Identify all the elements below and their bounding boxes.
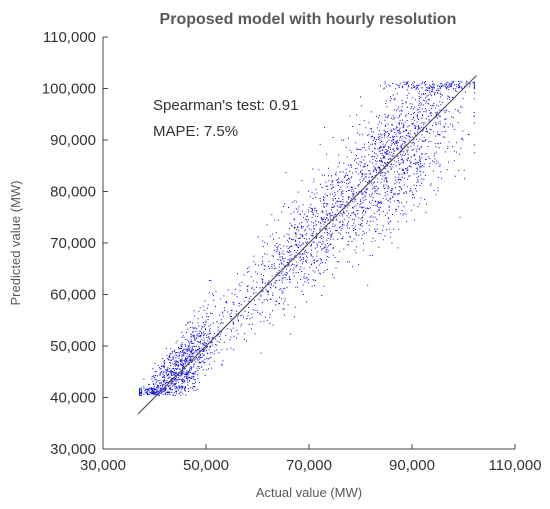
y-tick-label: 50,000 bbox=[50, 338, 96, 355]
x-axis-ticks: 30,000 50,000 70,000 90,000 110,000 bbox=[80, 444, 542, 474]
y-tick-label: 70,000 bbox=[50, 235, 96, 252]
x-tick-label: 30,000 bbox=[80, 457, 126, 474]
scatter-point-cloud bbox=[139, 80, 475, 396]
y-tick-label: 100,000 bbox=[42, 81, 96, 98]
x-tick-label: 90,000 bbox=[389, 457, 435, 474]
x-tick-label: 70,000 bbox=[286, 457, 332, 474]
y-axis-ticks: 30,000 40,000 50,000 60,000 70,000 80,000 90,0… bbox=[42, 29, 108, 458]
annotation-mape: MAPE: 7.5% bbox=[153, 123, 238, 140]
y-tick-label: 90,000 bbox=[50, 132, 96, 149]
y-tick-label: 30,000 bbox=[50, 441, 96, 458]
scatter-points bbox=[139, 80, 475, 396]
x-tick-label: 50,000 bbox=[183, 457, 229, 474]
y-tick-label: 80,000 bbox=[50, 184, 96, 201]
y-tick-label: 60,000 bbox=[50, 287, 96, 304]
x-axis-label: Actual value (MW) bbox=[256, 485, 362, 500]
chart-title: Proposed model with hourly resolution bbox=[160, 11, 457, 28]
y-tick-label: 110,000 bbox=[43, 29, 96, 46]
y-tick-label: 40,000 bbox=[50, 390, 96, 407]
annotation-spearman: Spearman's test: 0.91 bbox=[153, 97, 298, 114]
reference-line bbox=[137, 75, 477, 415]
y-axis-label: Predicted value (MW) bbox=[8, 181, 23, 306]
x-tick-label: 110,000 bbox=[488, 457, 541, 474]
